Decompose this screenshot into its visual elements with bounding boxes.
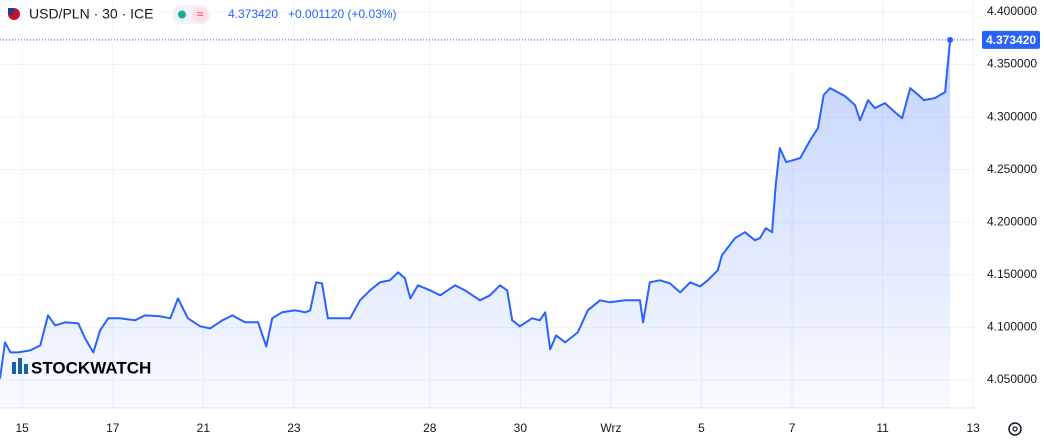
watermark-text: STOCKWATCH — [31, 358, 151, 377]
x-tick-label: 23 — [287, 421, 301, 435]
y-tick-label: 4.300000 — [987, 109, 1037, 123]
price-line — [0, 39, 952, 379]
x-tick-label: 7 — [789, 421, 796, 435]
y-tick-label: 4.100000 — [987, 320, 1037, 334]
last-price-label: 4.373420 — [986, 33, 1036, 47]
y-tick-label: 4.400000 — [987, 4, 1037, 18]
x-tick-label: 28 — [423, 421, 437, 435]
x-tick-label: 30 — [514, 421, 528, 435]
x-tick-label: 21 — [197, 421, 211, 435]
flag-icon — [8, 8, 14, 14]
y-tick-label: 4.250000 — [987, 162, 1037, 176]
symbol-title[interactable]: USD/PLN · 30 · ICE — [29, 6, 153, 22]
settings-icon[interactable] — [1008, 422, 1022, 436]
settings-button[interactable] — [1008, 422, 1022, 436]
y-tick-label: 4.200000 — [987, 214, 1037, 228]
y-tick-label: 4.150000 — [987, 267, 1037, 281]
x-tick-label: 11 — [876, 421, 889, 435]
x-tick-label: 5 — [698, 421, 705, 435]
watermark: STOCKWATCH — [12, 358, 151, 377]
plot — [0, 36, 975, 409]
logo-bar — [24, 364, 28, 374]
y-tick-label: 4.050000 — [987, 372, 1037, 386]
last-price-box — [982, 30, 1040, 49]
last-point — [947, 36, 954, 43]
delay-icon: ≈ — [197, 7, 204, 21]
market-status[interactable] — [178, 10, 186, 19]
x-tick-label: 13 — [967, 421, 981, 435]
delay-badge[interactable] — [192, 7, 208, 22]
price: 4.373420 — [228, 7, 278, 21]
logo-bar — [12, 362, 16, 374]
price-change: +0.001120 (+0.03%) — [288, 7, 397, 21]
settings-icon[interactable] — [1012, 426, 1018, 432]
header: USD/PLN · 30 · ICE ≈ 4.373420 +0.001120 … — [8, 5, 397, 24]
x-tick-label: Wrz — [600, 421, 621, 435]
x-tick-label: 15 — [16, 421, 30, 435]
area — [0, 39, 951, 409]
y-tick-label: 4.350000 — [987, 57, 1037, 71]
logo-bar — [18, 358, 22, 374]
x-tick-label: 17 — [106, 421, 120, 435]
